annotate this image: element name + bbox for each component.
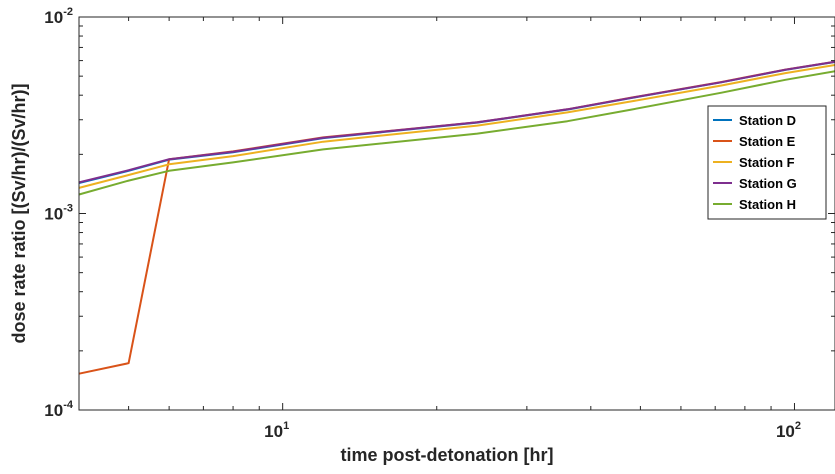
y-tick-label: 10-3 bbox=[44, 203, 73, 224]
legend-label: Station H bbox=[739, 197, 796, 212]
series-line-3 bbox=[78, 64, 835, 189]
y-tick-label: 10-2 bbox=[44, 6, 73, 27]
series-lines bbox=[78, 60, 835, 375]
legend-label: Station G bbox=[739, 176, 797, 191]
x-axis-label: time post-detonation [hr] bbox=[341, 445, 554, 465]
y-axis-label: dose rate ratio [(Sv/hr)/(Sv/hr)] bbox=[9, 83, 29, 343]
series-line-5 bbox=[78, 70, 835, 196]
x-tick-label: 102 bbox=[776, 420, 801, 441]
legend: Station D Station E Station F Station G Stat… bbox=[707, 105, 827, 220]
y-axis-ticks: 10-4 10-3 10-2 bbox=[44, 6, 835, 420]
legend-label: Station E bbox=[739, 134, 796, 149]
series-line-4 bbox=[78, 60, 835, 184]
legend-label: Station F bbox=[739, 155, 795, 170]
x-tick-label: 101 bbox=[264, 420, 289, 441]
y-tick-label: 10-4 bbox=[44, 399, 74, 420]
legend-label: Station D bbox=[739, 113, 796, 128]
x-axis-ticks: 101 102 bbox=[78, 17, 801, 441]
